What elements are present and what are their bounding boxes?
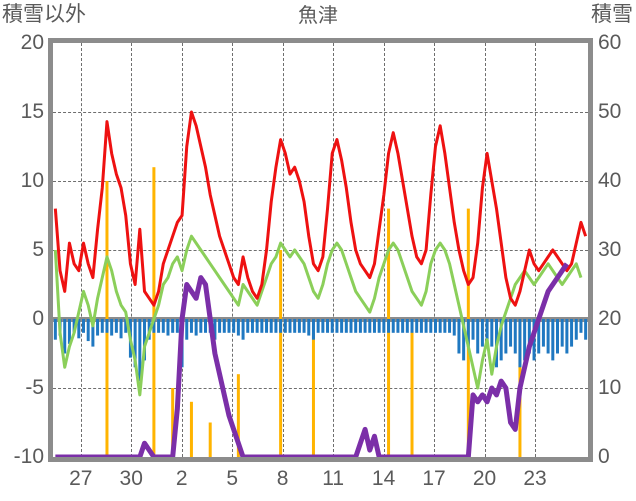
y-axis-right-tick-label: 60 <box>598 31 622 54</box>
x-axis-tick-label: 8 <box>276 467 289 490</box>
y-axis-left-tick-label: 10 <box>20 169 44 192</box>
y-axis-left-tick-label: 20 <box>20 31 44 54</box>
y-axis-left-tick-label: -10 <box>13 445 44 468</box>
y-axis-left-tick-label: -5 <box>25 376 44 399</box>
y-axis-right-tick-label: 30 <box>598 238 622 261</box>
y-axis-right-tick-label: 50 <box>598 100 622 123</box>
y-axis-right-tick-label: 20 <box>598 307 622 330</box>
horizontal-gridline <box>53 388 588 389</box>
horizontal-gridline <box>53 181 588 182</box>
x-axis-tick-label: 14 <box>371 467 396 490</box>
temp-min-line <box>53 234 583 397</box>
y-axis-right-tick-label: 0 <box>598 445 610 468</box>
y-axis-left-tick-label: 0 <box>32 307 44 330</box>
x-axis-tick-label: 17 <box>422 467 446 490</box>
snow-depth-line <box>55 262 569 457</box>
y-axis-right-tick-label: 10 <box>598 376 622 399</box>
temp-max-line <box>53 110 588 307</box>
horizontal-gridline <box>53 112 588 113</box>
chart-title: 魚津 <box>298 5 338 27</box>
y-axis-left-tick-label: 15 <box>20 100 44 123</box>
y-axis-right-tick-label: 40 <box>598 169 622 192</box>
x-axis-tick-label: 30 <box>119 467 143 490</box>
x-axis-tick-label: 11 <box>322 467 345 490</box>
left-axis-title: 積雪以外 <box>2 3 86 26</box>
x-axis-tick-label: 20 <box>472 467 497 490</box>
zero-reference-line <box>53 316 588 322</box>
right-axis-title: 積雪 <box>591 3 633 26</box>
x-axis-tick-label: 2 <box>175 467 188 490</box>
x-axis-tick-label: 5 <box>226 467 239 490</box>
horizontal-gridline <box>53 250 588 251</box>
y-axis-left-tick-label: 5 <box>32 238 44 261</box>
plot-area <box>48 38 593 462</box>
x-axis-tick-label: 23 <box>523 467 547 490</box>
plot-inner <box>53 43 588 457</box>
x-axis-tick-label: 27 <box>69 467 93 490</box>
